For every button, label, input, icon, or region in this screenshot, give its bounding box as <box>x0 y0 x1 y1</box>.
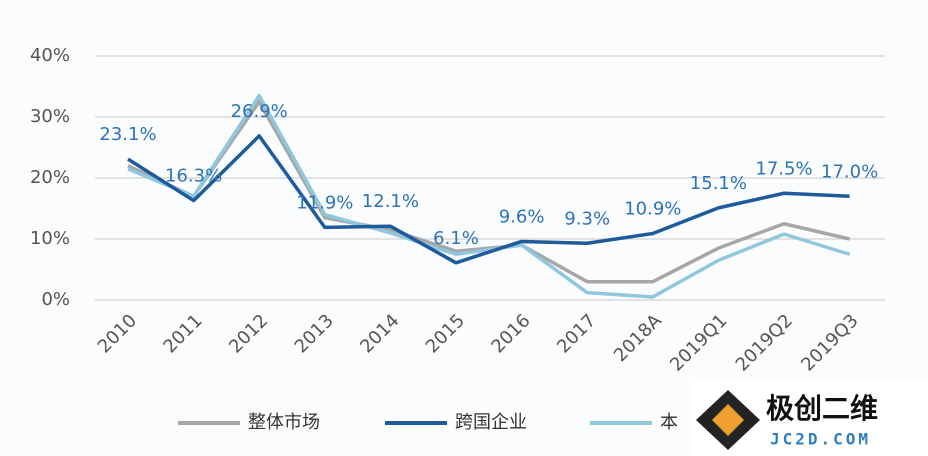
data-label: 15.1% <box>690 173 747 194</box>
series-line <box>127 93 851 299</box>
watermark-logo-inner <box>712 404 744 436</box>
data-label: 23.1% <box>99 124 156 145</box>
y-tick-label: 30% <box>30 106 70 127</box>
y-tick-label: 10% <box>30 228 70 249</box>
y-tick-label: 20% <box>30 167 70 188</box>
data-label: 9.3% <box>564 208 610 229</box>
legend-label: 跨国企业 <box>455 412 527 433</box>
data-label: 17.0% <box>821 161 878 182</box>
y-tick-label: 40% <box>30 45 70 66</box>
data-label: 10.9% <box>624 199 681 220</box>
y-tick-label: 0% <box>41 289 70 310</box>
legend-label: 整体市场 <box>248 412 320 433</box>
watermark-text: 极创二维 <box>766 392 878 425</box>
data-label: 12.1% <box>362 191 419 212</box>
data-label: 9.6% <box>499 206 545 227</box>
legend-label: 本 <box>660 412 678 433</box>
data-label: 11.9% <box>296 192 353 213</box>
data-label: 6.1% <box>433 228 479 249</box>
data-label: 16.3% <box>165 166 222 187</box>
data-label: 17.5% <box>755 158 812 179</box>
data-label: 26.9% <box>231 101 288 122</box>
series-line <box>127 134 850 265</box>
watermark-url: JC2D.COM <box>770 430 871 449</box>
watermark: 极创二维 JC2D.COM <box>690 382 928 456</box>
